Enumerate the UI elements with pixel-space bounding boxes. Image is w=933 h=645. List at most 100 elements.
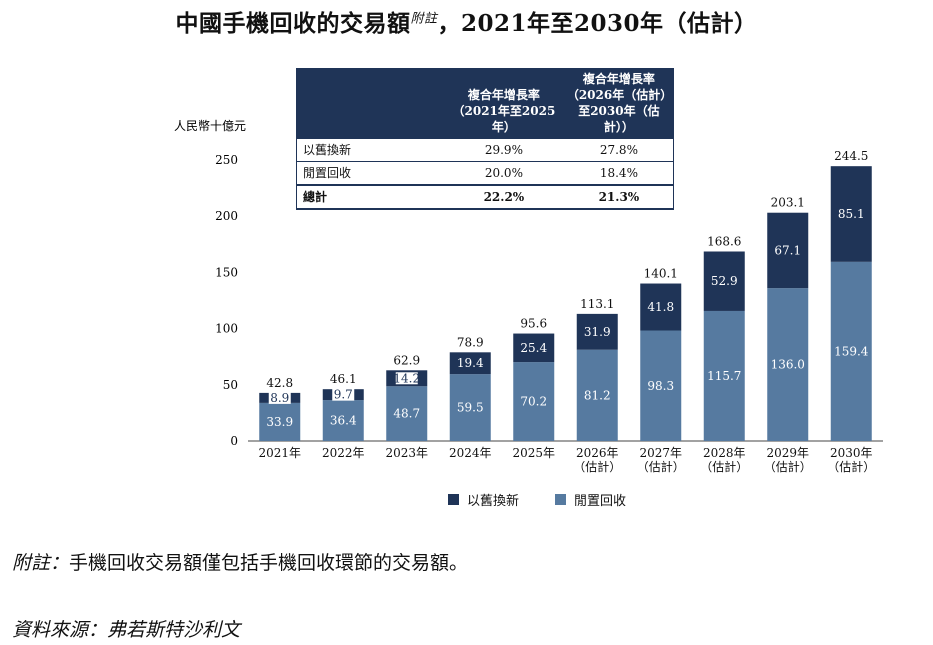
data-label-idle-recycling: 59.5	[457, 401, 484, 415]
x-tick-label: 2022年	[322, 446, 365, 460]
bar-idle-recycling	[322, 400, 364, 441]
bar-idle-recycling	[259, 402, 301, 441]
data-label-total: 140.1	[644, 267, 678, 281]
chart-title: 中國手機回收的交易額附註，2021年至2030年（估計）	[0, 4, 933, 38]
data-label-total: 46.1	[330, 372, 357, 386]
row-label: 以舊換新	[296, 138, 443, 162]
data-label-trade-in: 52.9	[711, 274, 738, 288]
data-label-idle-recycling: 115.7	[707, 369, 741, 383]
row-value: 29.9%	[443, 138, 565, 162]
data-label-idle-recycling: 70.2	[520, 395, 547, 409]
legend-swatch	[448, 494, 459, 505]
data-label-total: 62.9	[393, 353, 420, 367]
x-tick-label: 2024年	[449, 446, 492, 460]
data-label-total: 78.9	[457, 335, 484, 349]
data-label-total: 113.1	[580, 297, 614, 311]
legend-label: 閒置回收	[574, 494, 627, 509]
data-label-idle-recycling: 48.7	[393, 407, 420, 421]
y-axis-label: 人民幣十億元	[174, 119, 246, 133]
bar-trade-in	[830, 166, 872, 262]
data-label-total: 95.6	[520, 317, 547, 331]
bar-trade-in	[767, 212, 809, 289]
data-label-trade-in: 19.4	[457, 356, 484, 370]
bar-idle-recycling	[767, 288, 809, 441]
row-value: 20.0%	[443, 161, 565, 185]
data-label-idle-recycling: 136.0	[771, 358, 805, 372]
x-tick-label: 2026年	[576, 446, 619, 460]
data-label-total: 203.1	[771, 196, 805, 210]
legend-item-idle-recycling: 閒置回收	[555, 490, 626, 509]
y-tick-label: 250	[215, 153, 238, 167]
data-label-trade-in: 14.2	[393, 371, 420, 385]
bar-idle-recycling	[703, 310, 745, 441]
total-value: 22.2%	[443, 184, 565, 210]
data-label-total: 168.6	[707, 234, 741, 248]
bar-trade-in	[513, 333, 555, 363]
x-tick-label: （估計）	[637, 459, 685, 474]
data-label-bg	[268, 391, 291, 404]
x-tick-label: 2028年	[703, 446, 746, 460]
x-tick-label: 2030年	[830, 446, 873, 460]
cagr-header-col2: 複合年增長率 （2026年（估計） 至2030年（估計））	[564, 68, 674, 139]
data-label-trade-in: 85.1	[838, 207, 865, 221]
data-label-idle-recycling: 98.3	[647, 379, 674, 393]
data-label-idle-recycling: 81.2	[584, 388, 611, 402]
y-tick-label: 50	[223, 378, 238, 392]
data-label-idle-recycling: 36.4	[330, 414, 357, 428]
bar-idle-recycling	[449, 374, 491, 441]
data-label-bg	[395, 372, 418, 385]
y-tick-label: 0	[230, 434, 238, 448]
table-row: 以舊換新 29.9% 27.8%	[296, 138, 674, 162]
x-tick-label: 2023年	[385, 446, 428, 460]
data-label-trade-in: 9.7	[334, 388, 353, 402]
chart-legend: 以舊換新 閒置回收	[448, 490, 626, 509]
y-tick-label: 150	[215, 265, 238, 279]
data-label-total: 244.5	[834, 149, 868, 163]
table-total-row: 總計 22.2% 21.3%	[296, 184, 674, 210]
total-label: 總計	[296, 184, 443, 210]
data-label-trade-in: 41.8	[647, 300, 674, 314]
row-value: 27.8%	[564, 138, 674, 162]
stacked-bar-chart: 人民幣十億元 0 50 100 150 200 250 33.9 8.942.8 2021年 36.…	[174, 119, 883, 474]
data-label-idle-recycling: 159.4	[834, 344, 869, 358]
x-tick-label: 2025年	[512, 446, 555, 460]
x-tick-label: （估計）	[827, 459, 875, 474]
cagr-header-col1: 複合年增長率 （2021年至2025年）	[443, 68, 565, 139]
cagr-header-blank	[296, 68, 443, 139]
data-label-idle-recycling: 33.9	[266, 415, 293, 429]
bar-trade-in	[703, 251, 745, 311]
bar-trade-in	[449, 352, 491, 375]
x-tick-label: 2029年	[766, 446, 809, 460]
data-label-total: 42.8	[266, 376, 293, 390]
data-label-trade-in: 8.9	[270, 391, 289, 405]
data-label-trade-in: 25.4	[520, 341, 547, 355]
x-tick-label: （估計）	[573, 459, 621, 474]
x-tick-label: （估計）	[700, 459, 748, 474]
legend-item-trade-in: 以舊換新	[448, 490, 519, 509]
y-tick-label: 100	[215, 322, 238, 336]
bar-trade-in	[576, 313, 618, 350]
title-tail: ，2021年至2030年（估計）	[437, 10, 758, 37]
data-label-bg	[332, 388, 355, 401]
data-label-trade-in: 31.9	[584, 325, 611, 339]
title-main: 中國手機回收的交易額	[175, 10, 411, 37]
bar-idle-recycling	[830, 261, 872, 441]
source-note: 資料來源：弗若斯特沙利文	[12, 619, 241, 641]
bar-trade-in	[640, 283, 682, 331]
row-label: 閒置回收	[296, 161, 443, 185]
footnote: 附註：手機回收交易額僅包括手機回收環節的交易額。	[12, 552, 469, 574]
total-value: 21.3%	[564, 184, 674, 210]
legend-swatch	[555, 494, 567, 505]
bar-idle-recycling	[576, 349, 618, 441]
title-superscript: 附註	[410, 11, 438, 27]
bar-idle-recycling	[513, 362, 555, 441]
cagr-table: 複合年增長率 （2021年至2025年） 複合年增長率 （2026年（估計） 至…	[296, 68, 674, 210]
y-tick-label: 200	[215, 209, 238, 223]
x-tick-label: 2027年	[639, 446, 682, 460]
row-value: 18.4%	[564, 161, 674, 185]
table-row: 閒置回收 20.0% 18.4%	[296, 161, 674, 185]
data-label-trade-in: 67.1	[774, 243, 801, 257]
bar-idle-recycling	[386, 386, 428, 441]
x-tick-label: （估計）	[764, 459, 812, 474]
legend-label: 以舊換新	[467, 494, 520, 509]
